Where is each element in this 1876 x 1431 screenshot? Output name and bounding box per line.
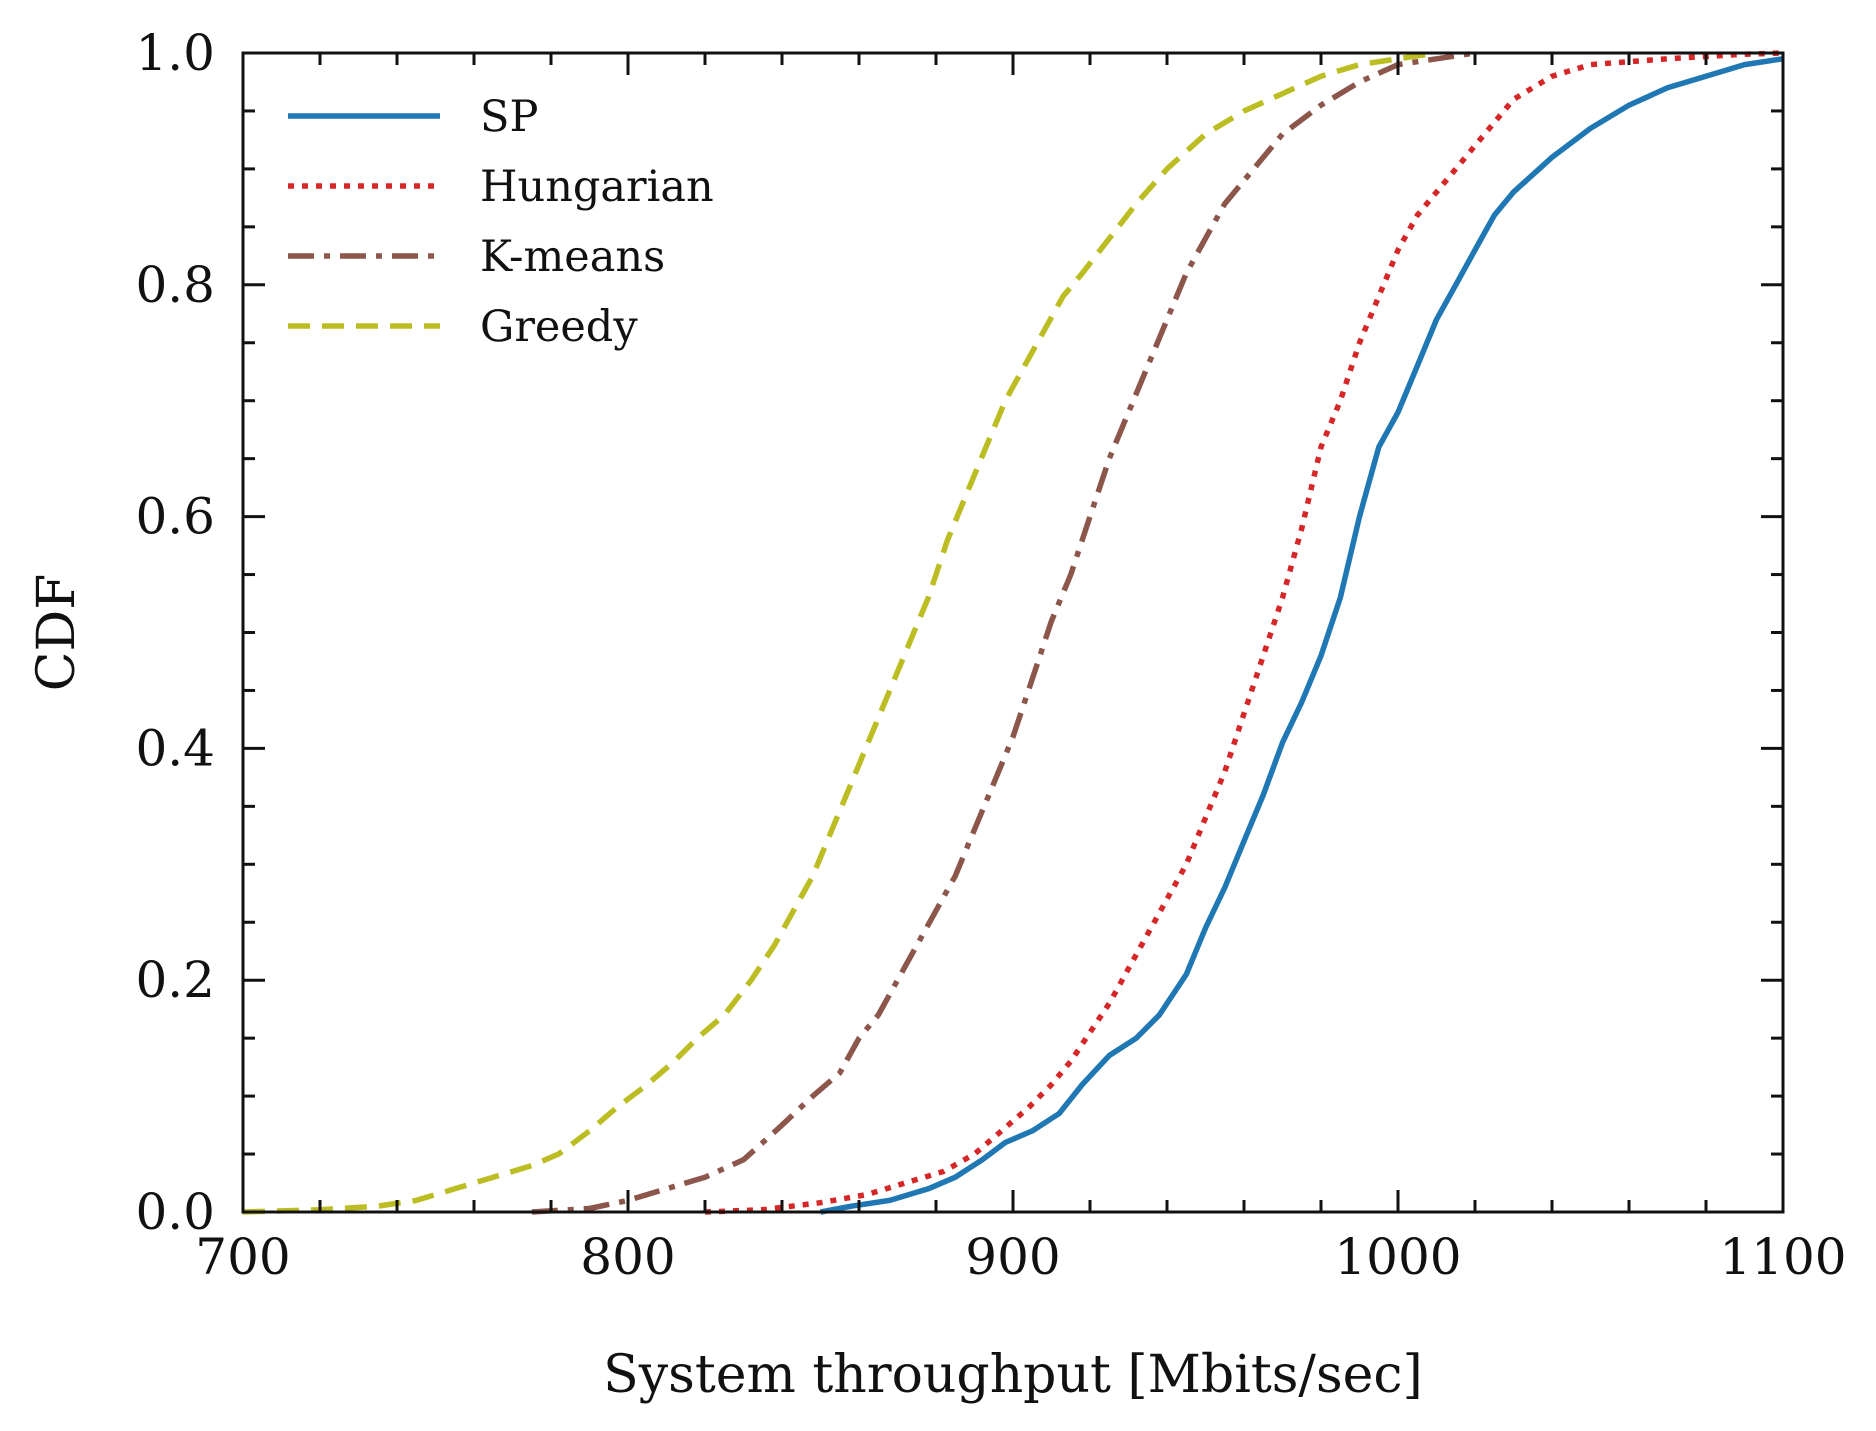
y-tick-label: 0.8 xyxy=(135,256,215,314)
curves-layer xyxy=(242,50,1784,1215)
legend-label: Greedy xyxy=(480,302,638,352)
series-line-greedy xyxy=(242,50,1437,1215)
legend: SP Hungarian K-means Greedy xyxy=(288,92,714,352)
y-tick-label: 0.4 xyxy=(135,719,215,777)
y-tick-label: 0.0 xyxy=(135,1183,215,1241)
tick-labels-layer: 700 800 900 1000 1100 0.0 0.2 0.4 0.6 0.8 1.0 xyxy=(135,24,1846,1286)
legend-label: K-means xyxy=(480,232,665,282)
series-line-sp xyxy=(819,56,1784,1215)
y-axis-label: CDF xyxy=(27,574,87,692)
y-tick-label: 0.2 xyxy=(135,951,215,1009)
x-tick-label: 1000 xyxy=(1334,1228,1461,1286)
x-tick-label: 900 xyxy=(965,1228,1060,1286)
y-tick-label: 1.0 xyxy=(135,24,215,82)
legend-label: SP xyxy=(480,92,538,142)
series-line-hungarian xyxy=(704,50,1784,1215)
x-tick-label: 800 xyxy=(580,1228,675,1286)
x-tick-label: 700 xyxy=(195,1228,290,1286)
series-line-k-means xyxy=(531,50,1476,1215)
x-tick-label: 1100 xyxy=(1719,1228,1846,1286)
y-tick-label: 0.6 xyxy=(135,488,215,546)
plot-frame xyxy=(241,51,1785,1214)
legend-label: Hungarian xyxy=(480,162,714,212)
x-axis-label: System throughput [Mbits/sec] xyxy=(603,1345,1423,1405)
